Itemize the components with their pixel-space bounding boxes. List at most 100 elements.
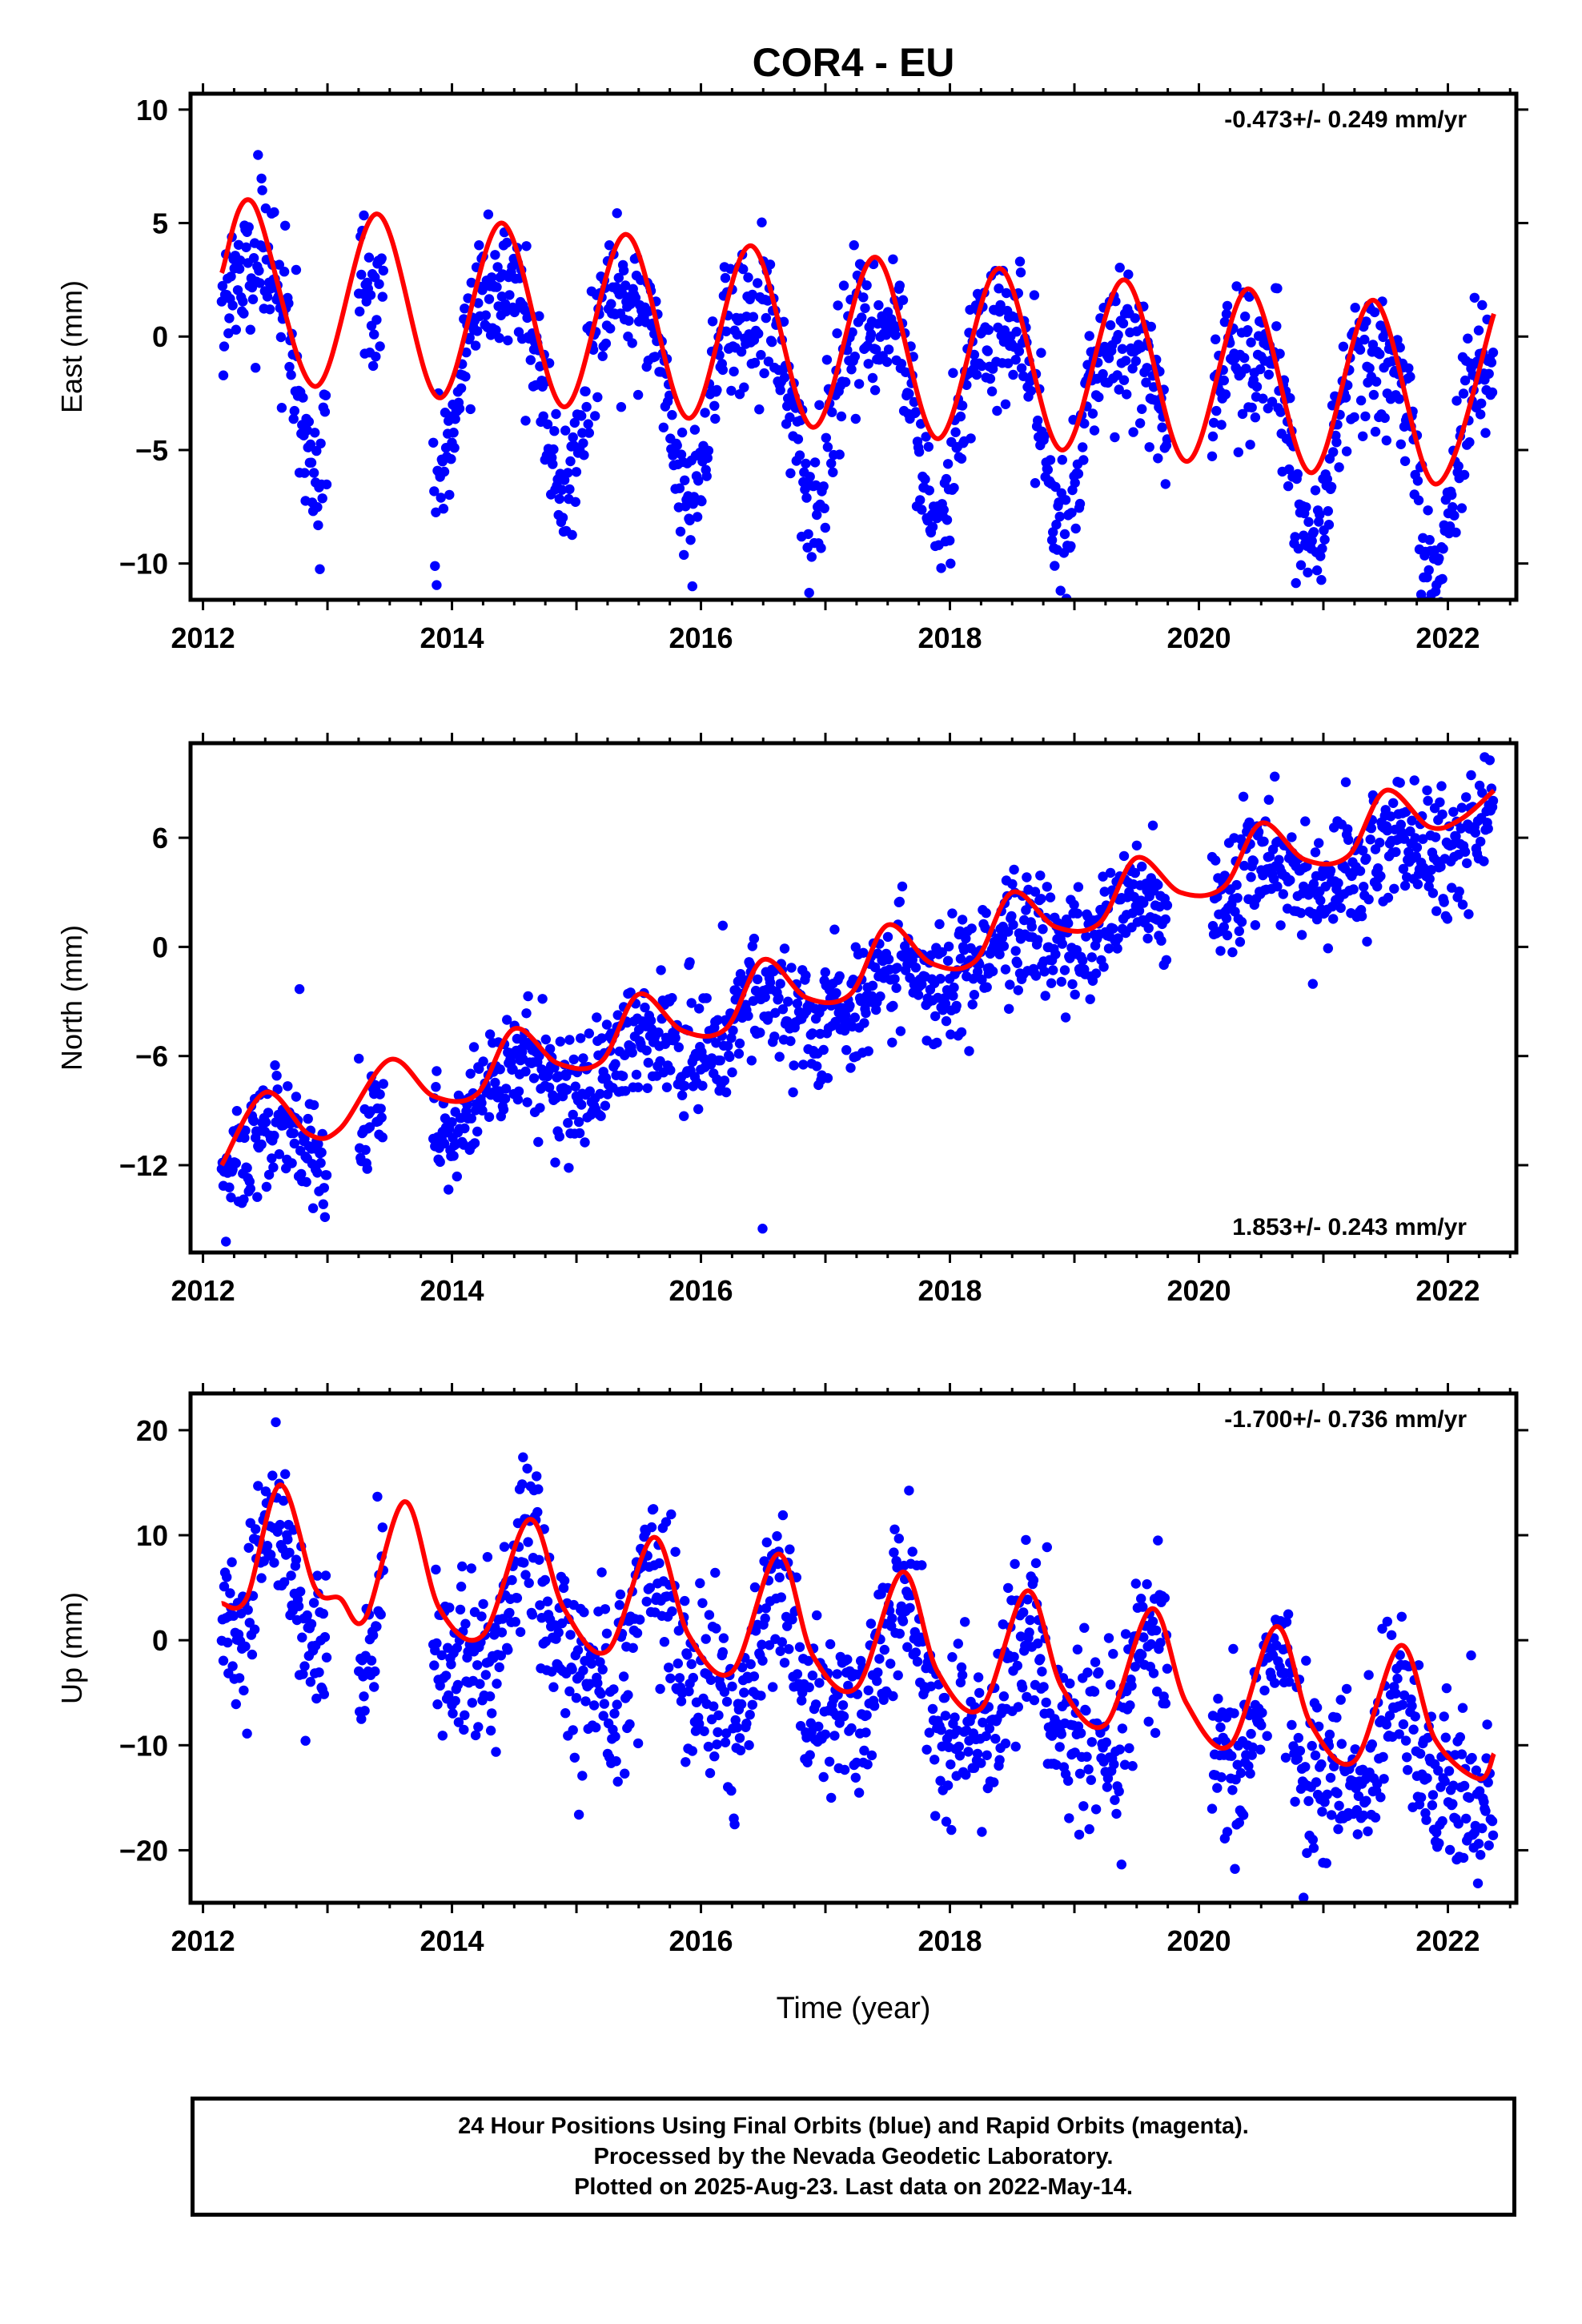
data-point	[667, 993, 677, 1003]
data-point	[969, 990, 980, 1000]
plot-area	[216, 150, 1499, 614]
figure-title: COR4 - EU	[753, 40, 955, 85]
data-point	[592, 392, 603, 403]
data-point	[904, 1486, 914, 1496]
data-point	[1483, 1777, 1493, 1787]
data-point	[1000, 964, 1011, 975]
data-point	[1070, 477, 1080, 489]
data-point	[729, 1819, 740, 1830]
data-point	[296, 1168, 307, 1180]
data-point	[1405, 372, 1415, 382]
data-point	[299, 468, 310, 478]
data-point	[726, 1785, 737, 1796]
data-point	[363, 252, 375, 263]
data-point	[895, 1026, 906, 1036]
data-point	[1333, 878, 1343, 888]
data-point	[737, 1662, 748, 1673]
data-point	[821, 355, 833, 365]
data-point	[818, 1771, 829, 1783]
data-point	[615, 1589, 626, 1600]
data-point	[534, 1051, 544, 1061]
data-point	[887, 1613, 897, 1624]
data-point	[435, 1156, 445, 1168]
data-point	[568, 1054, 579, 1065]
data-point	[306, 1618, 317, 1630]
data-point	[1477, 300, 1488, 311]
data-point	[1292, 468, 1303, 480]
data-point	[977, 975, 987, 985]
data-point	[1285, 875, 1295, 886]
data-point	[319, 1689, 329, 1699]
data-point	[892, 963, 902, 973]
data-point	[519, 1558, 529, 1568]
data-point	[597, 351, 608, 361]
data-point	[1428, 605, 1438, 614]
data-point	[836, 411, 847, 422]
data-point	[1311, 565, 1323, 576]
data-point	[302, 425, 312, 436]
data-point	[1452, 396, 1462, 406]
data-point	[1030, 971, 1042, 981]
data-point	[1423, 795, 1433, 806]
data-point	[1395, 778, 1405, 788]
data-point	[377, 1132, 387, 1143]
data-point	[1089, 425, 1100, 436]
data-point	[648, 1504, 659, 1514]
data-point	[820, 1729, 831, 1739]
data-point	[1299, 1892, 1309, 1903]
data-point	[1111, 1808, 1122, 1819]
y-tick-label: 5	[152, 207, 168, 240]
data-point	[1460, 846, 1471, 857]
data-point	[571, 1693, 582, 1703]
data-point	[1296, 930, 1307, 940]
data-point	[1466, 770, 1476, 781]
data-point	[930, 1811, 941, 1821]
data-point	[218, 1655, 229, 1666]
data-point	[1054, 1742, 1065, 1752]
data-point	[874, 1654, 885, 1664]
data-point	[632, 389, 644, 400]
data-point	[365, 290, 376, 300]
data-point	[450, 414, 460, 424]
data-point	[789, 1060, 799, 1071]
data-point	[1459, 469, 1470, 480]
data-point	[604, 240, 615, 251]
data-point	[1105, 320, 1116, 331]
data-point	[467, 1698, 477, 1708]
data-point	[732, 1723, 742, 1733]
data-point	[705, 1767, 716, 1779]
data-point	[632, 1738, 644, 1749]
data-point	[1211, 855, 1221, 866]
data-point	[801, 493, 812, 503]
data-point	[1127, 364, 1138, 374]
data-point	[713, 1710, 724, 1721]
data-point	[1373, 863, 1383, 874]
data-point	[793, 434, 804, 444]
data-point	[474, 1063, 484, 1074]
data-point	[502, 1015, 512, 1025]
data-point	[456, 383, 467, 393]
data-point	[757, 217, 767, 227]
data-point	[1207, 451, 1218, 461]
data-point	[951, 1000, 962, 1011]
data-point	[540, 1034, 551, 1045]
data-point	[1338, 341, 1349, 352]
data-point	[1113, 330, 1123, 340]
data-point	[432, 580, 442, 590]
data-point	[861, 1007, 871, 1019]
data-point	[676, 1696, 687, 1707]
data-point	[1379, 1774, 1389, 1784]
data-point	[521, 241, 532, 251]
data-point	[735, 1745, 746, 1755]
x-tick-label: 2018	[917, 1924, 982, 1957]
data-point	[223, 1637, 233, 1648]
data-point	[743, 272, 753, 283]
data-point	[563, 1118, 573, 1128]
data-point	[749, 1582, 761, 1593]
data-point	[371, 352, 381, 362]
data-point	[1461, 1813, 1472, 1824]
data-point	[457, 1561, 468, 1572]
data-point	[592, 1012, 602, 1023]
data-point	[1247, 1750, 1257, 1760]
data-point	[1263, 369, 1275, 380]
